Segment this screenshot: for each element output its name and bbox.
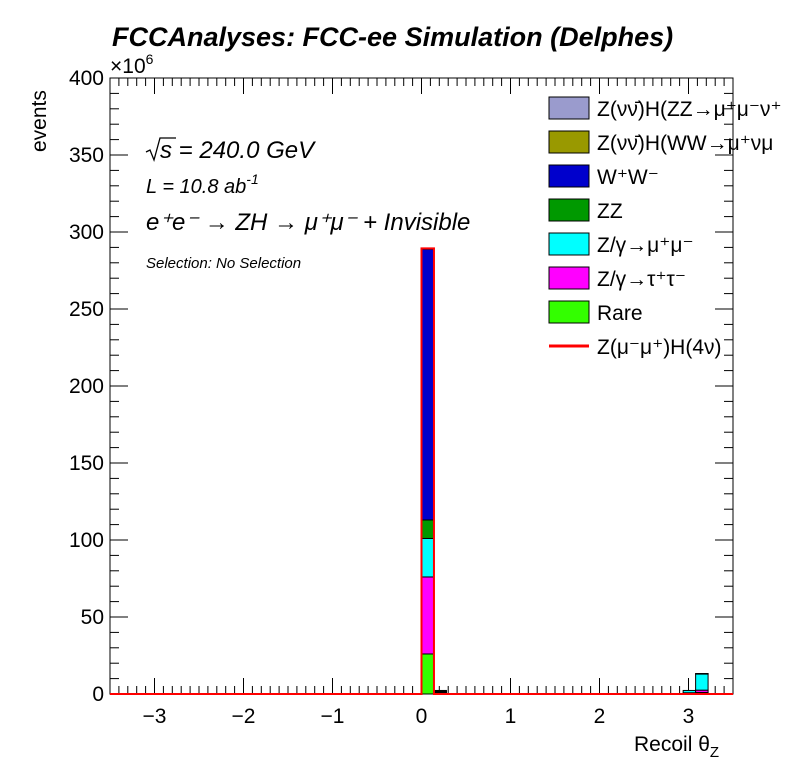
histogram-bar xyxy=(421,537,435,578)
x-tick-label: −3 xyxy=(143,705,167,728)
sqrt-s-label: s = 240.0 GeV xyxy=(145,137,316,164)
legend-swatch xyxy=(548,130,590,154)
legend-label: W⁺W⁻ xyxy=(597,166,659,189)
histogram-bar xyxy=(433,689,447,692)
chart-title: FCCAnalyses: FCC-ee Simulation (Delphes) xyxy=(112,22,673,52)
signal-line xyxy=(110,247,733,695)
histogram-bar xyxy=(421,576,435,655)
selection-label: Selection: No Selection xyxy=(146,255,301,272)
y-exponent: ×106 xyxy=(110,51,154,78)
y-tick-label: 0 xyxy=(92,683,104,706)
y-tick-label: 350 xyxy=(69,144,104,167)
legend-label: ZZ xyxy=(597,200,623,223)
y-tick-label: 100 xyxy=(69,529,104,552)
histogram-bar xyxy=(695,673,709,675)
legend-label: Z/γ→μ⁺μ⁻ xyxy=(597,234,694,257)
histogram-bar xyxy=(695,673,709,691)
x-axis-label: Recoil θZ xyxy=(634,733,719,761)
x-tick-label: −2 xyxy=(232,705,256,728)
histogram-bar xyxy=(421,653,435,695)
x-tick-label: 1 xyxy=(505,705,517,728)
legend-label: Z(νν̄)H(ZZ→μ⁺μ⁻ν⁺ xyxy=(597,98,782,121)
process-label: e⁺e⁻ → ZH → μ⁺μ⁻ + Invisible xyxy=(146,209,470,236)
legend-label: Rare xyxy=(597,302,643,325)
x-tick-labels: −3 −2 −1 0 1 2 3 xyxy=(143,705,695,728)
y-tick-label: 200 xyxy=(69,375,104,398)
y-axis-label: events xyxy=(28,90,51,152)
y-tick-label: 50 xyxy=(81,606,104,629)
legend-swatch xyxy=(548,266,590,290)
legend-swatch xyxy=(548,232,590,256)
legend-label: Z(νν̄)H(WW→μ⁺νμ xyxy=(597,132,773,155)
legend: Z(νν̄)H(ZZ→μ⁺μ⁻ν⁺ Z(νν̄)H(WW→μ⁺νμ W⁺W⁻ ZZ Z/… xyxy=(548,96,782,359)
luminosity-label: L = 10.8 ab-1 xyxy=(146,171,259,198)
legend-swatch xyxy=(548,96,590,120)
legend-label: Z(μ⁻μ⁺)H(4ν) xyxy=(597,336,722,359)
y-tick-label: 150 xyxy=(69,452,104,475)
x-tick-label: 0 xyxy=(416,705,428,728)
histogram-bar xyxy=(682,689,697,694)
y-tick-labels: 0 50 100 150 200 250 300 350 400 xyxy=(69,67,104,706)
signal-line-path xyxy=(110,247,733,695)
histogram-bar xyxy=(421,248,435,521)
x-tick-label: −1 xyxy=(321,705,345,728)
y-tick-label: 300 xyxy=(69,221,104,244)
x-tick-label: 2 xyxy=(594,705,606,728)
y-tick-label: 400 xyxy=(69,67,104,90)
legend-label: Z/γ→τ⁺τ⁻ xyxy=(597,268,686,291)
legend-swatch xyxy=(548,198,590,222)
x-tick-label: 3 xyxy=(683,705,695,728)
legend-swatch xyxy=(548,300,590,324)
histogram-bar xyxy=(421,519,435,539)
y-tick-label: 250 xyxy=(69,298,104,321)
legend-swatch xyxy=(548,164,590,188)
axis-ticks xyxy=(109,77,734,695)
svg-text:s = 240.0 GeV: s = 240.0 GeV xyxy=(160,137,316,164)
